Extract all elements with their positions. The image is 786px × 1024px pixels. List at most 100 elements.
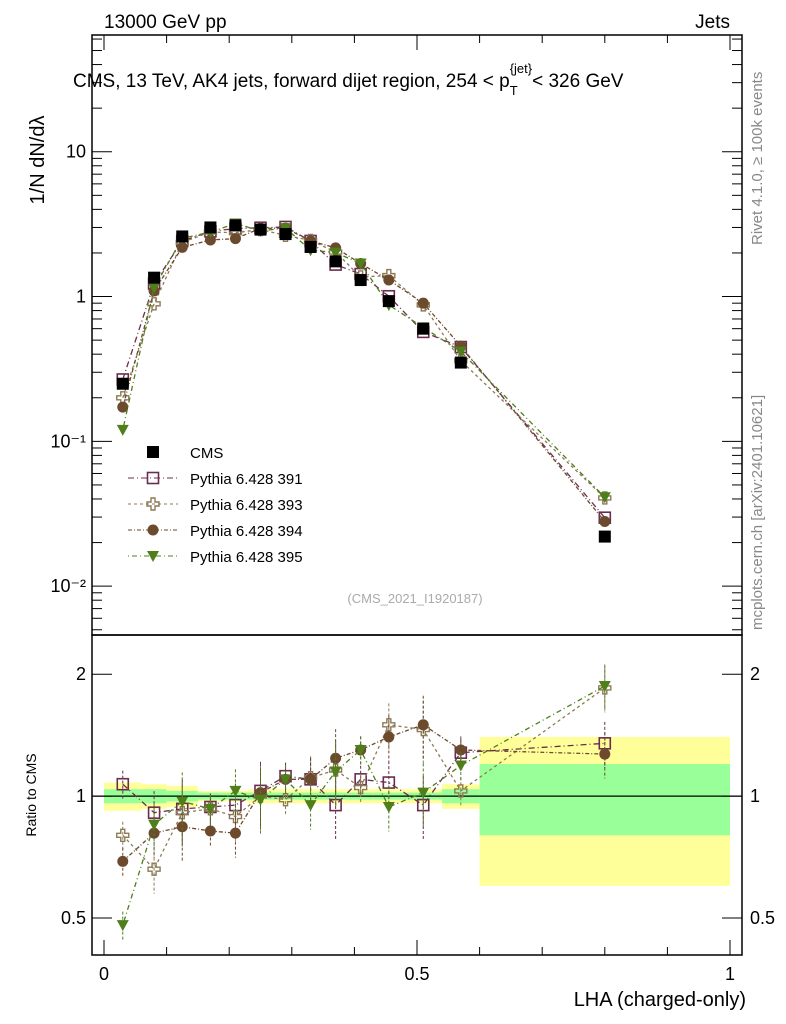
ratio-y-tick-label-right: 1	[750, 786, 760, 806]
data-point	[147, 862, 161, 876]
marker-square-filled	[304, 240, 317, 253]
marker-circle	[148, 827, 160, 839]
series-line	[122, 227, 606, 522]
rivet-label: Rivet 4.1.0, ≥ 100k events	[749, 72, 766, 245]
marker-open-cross	[147, 862, 161, 876]
data-point	[204, 234, 216, 246]
data-point	[116, 777, 130, 791]
data-point	[176, 230, 189, 243]
marker-square-filled	[148, 271, 161, 284]
marker-circle	[417, 719, 429, 731]
marker-triangle-down	[147, 551, 159, 562]
marker-square-filled	[204, 221, 217, 234]
marker-triangle-down	[116, 424, 129, 436]
data-point	[229, 785, 242, 797]
data-point	[254, 223, 267, 236]
marker-square-filled	[417, 322, 430, 335]
data-point	[454, 784, 468, 798]
marker-triangle-down	[598, 492, 611, 504]
marker-open-cross	[353, 780, 368, 795]
marker-circle	[204, 825, 216, 837]
marker-open-cross	[382, 718, 396, 732]
marker-triangle-down	[454, 346, 467, 358]
data-point	[279, 774, 292, 786]
ratio-y-tick-label: 0.5	[61, 908, 86, 928]
data-point	[148, 827, 160, 839]
data-point	[329, 247, 342, 259]
ratio-y-tick-label-right: 2	[750, 664, 760, 684]
marker-circle	[176, 821, 188, 833]
marker-open-cross	[147, 297, 161, 311]
mcplots-label: mcplots.cern.ch [arXiv:2401.10621]	[749, 395, 766, 630]
marker-open-cross	[175, 805, 189, 820]
data-point	[146, 497, 160, 511]
header-right: Jets	[695, 12, 730, 33]
x-axis-label: LHA (charged-only)	[574, 989, 746, 1011]
marker-triangle-down	[354, 744, 367, 756]
y-tick-label: 10⁻¹	[50, 431, 86, 451]
ratio-y-axis-label: Ratio to CMS	[23, 753, 39, 836]
data-point	[147, 446, 159, 458]
data-point	[147, 524, 159, 536]
data-point	[383, 731, 395, 743]
marker-circle	[117, 401, 129, 413]
data-point	[147, 551, 159, 562]
data-point	[599, 748, 611, 760]
legend-label: Pythia 6.428 395	[190, 549, 303, 566]
marker-circle	[305, 773, 317, 785]
marker-open-cross	[278, 792, 293, 807]
data-point	[204, 803, 217, 815]
analysis-label: (CMS_2021_I1920187)	[347, 591, 482, 606]
data-point	[175, 805, 189, 820]
marker-circle	[117, 855, 129, 867]
data-point	[329, 766, 342, 778]
marker-square-filled	[147, 446, 159, 458]
marker-circle	[229, 827, 241, 839]
marker-triangle-down	[382, 801, 395, 813]
marker-circle	[176, 241, 188, 253]
data-point	[148, 271, 161, 284]
marker-circle	[417, 297, 429, 309]
ratio-y-tick-label-right: 0.5	[750, 908, 775, 928]
marker-triangle-down	[204, 803, 217, 815]
ratio-y-tick-label: 2	[76, 664, 86, 684]
data-point	[148, 819, 161, 831]
marker-triangle-down	[229, 785, 242, 797]
marker-triangle-down	[454, 760, 467, 772]
marker-triangle-down	[279, 774, 292, 786]
data-point	[382, 801, 395, 813]
header-left: 13000 GeV pp	[104, 12, 227, 33]
marker-circle	[383, 274, 395, 286]
marker-triangle-down	[304, 800, 317, 812]
marker-open-square	[146, 471, 160, 485]
marker-square-filled	[382, 295, 395, 308]
data-point	[116, 377, 129, 390]
data-point	[176, 821, 188, 833]
marker-circle	[455, 744, 467, 756]
y-tick-label: 1	[76, 287, 86, 307]
data-point	[278, 792, 293, 807]
legend-label: Pythia 6.428 391	[190, 471, 303, 488]
data-point	[229, 233, 241, 245]
data-point	[176, 241, 188, 253]
data-point	[455, 744, 467, 756]
legend-label: CMS	[190, 445, 223, 462]
data-point	[354, 744, 367, 756]
marker-square-filled	[354, 274, 367, 287]
data-point	[353, 780, 368, 795]
marker-open-cross	[146, 497, 160, 511]
data-point	[598, 530, 611, 543]
marker-triangle-down	[598, 681, 611, 693]
data-point	[598, 681, 611, 693]
marker-triangle-down	[254, 794, 267, 806]
x-tick-label: 1	[725, 964, 735, 984]
y-tick-label: 10	[66, 142, 86, 162]
band-stat	[479, 764, 730, 836]
marker-triangle-down	[148, 282, 161, 294]
data-point	[117, 855, 129, 867]
data-point	[148, 282, 161, 294]
data-point	[229, 219, 242, 232]
data-point	[254, 794, 267, 806]
data-point	[454, 346, 467, 358]
